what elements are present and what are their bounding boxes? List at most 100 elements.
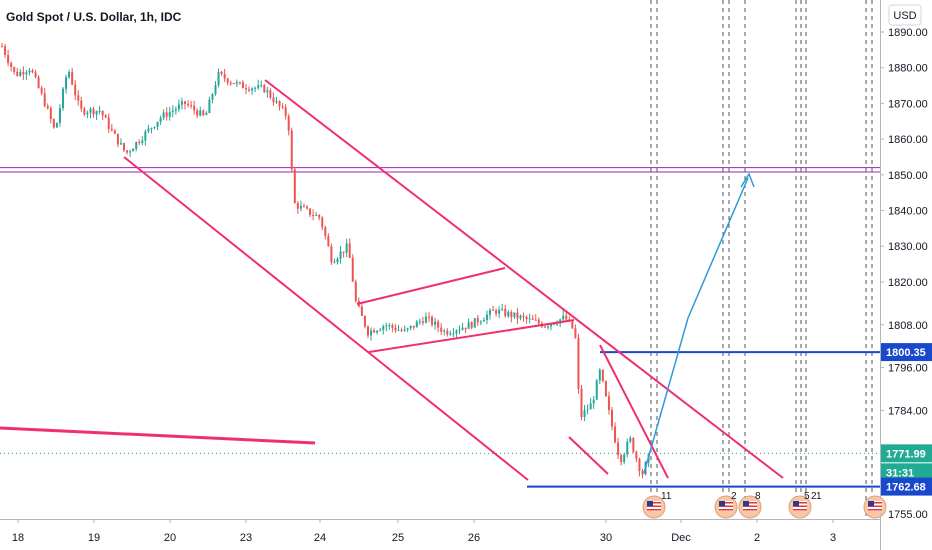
wedge-lower-line[interactable] bbox=[568, 436, 609, 475]
candle bbox=[141, 136, 144, 146]
candle bbox=[13, 66, 16, 75]
event-count-label: 2 bbox=[731, 491, 737, 502]
y-tick-label: 1784.00 bbox=[888, 405, 928, 417]
candle bbox=[577, 333, 580, 394]
candle bbox=[49, 105, 52, 124]
candle bbox=[421, 316, 424, 326]
candle bbox=[574, 324, 577, 339]
us-flag-event-icon[interactable] bbox=[738, 495, 762, 519]
us-flag-event-icon[interactable] bbox=[788, 495, 812, 519]
candle bbox=[461, 322, 464, 331]
channel-upper-line[interactable] bbox=[264, 79, 784, 479]
event-count-label: 8 bbox=[755, 491, 761, 502]
event-count-label: 11 bbox=[661, 491, 672, 502]
x-tick-label: 26 bbox=[468, 532, 480, 544]
us-flag-event-icon[interactable] bbox=[863, 495, 887, 519]
left-trendline[interactable] bbox=[0, 426, 316, 445]
x-tick-label: 2 bbox=[754, 532, 760, 544]
flag-upper-line[interactable] bbox=[356, 267, 506, 305]
candle bbox=[193, 100, 196, 115]
candle bbox=[391, 323, 394, 333]
candle bbox=[620, 454, 623, 466]
candle bbox=[104, 114, 107, 118]
candle bbox=[31, 68, 34, 74]
candle bbox=[306, 205, 308, 210]
us-flag-event-icon[interactable] bbox=[714, 495, 738, 519]
candle bbox=[507, 310, 510, 319]
candle bbox=[299, 200, 302, 212]
candle bbox=[101, 110, 104, 121]
candle bbox=[7, 49, 10, 67]
candle bbox=[52, 118, 55, 129]
candle bbox=[565, 311, 568, 321]
y-tick-label: 1880.00 bbox=[888, 63, 928, 75]
candle bbox=[113, 129, 116, 134]
candle bbox=[428, 312, 430, 323]
y-tick-label: 1808.00 bbox=[888, 320, 928, 332]
candle bbox=[611, 406, 613, 431]
candle bbox=[641, 468, 644, 479]
candle bbox=[302, 203, 305, 208]
currency-label: USD bbox=[893, 10, 916, 22]
candle bbox=[165, 107, 168, 121]
candle bbox=[522, 312, 525, 322]
candle bbox=[635, 450, 638, 463]
candle bbox=[281, 103, 284, 110]
currency-button[interactable]: USD bbox=[888, 4, 922, 26]
candle bbox=[28, 68, 31, 76]
candle bbox=[68, 69, 71, 79]
candle bbox=[135, 141, 138, 152]
candle bbox=[492, 305, 495, 311]
candle bbox=[376, 330, 379, 335]
candle bbox=[254, 86, 257, 93]
candle bbox=[543, 325, 546, 328]
x-tick-label: 20 bbox=[164, 532, 176, 544]
candle bbox=[446, 328, 449, 337]
candle bbox=[98, 105, 101, 115]
candle bbox=[43, 87, 46, 108]
candle bbox=[412, 325, 415, 330]
candle bbox=[107, 113, 110, 133]
candle bbox=[129, 149, 132, 157]
candle bbox=[293, 167, 296, 204]
chart-title: Gold Spot / U.S. Dollar, 1h, IDC bbox=[6, 10, 182, 24]
candle bbox=[71, 67, 74, 86]
projection-arrow-path[interactable] bbox=[643, 177, 749, 474]
candle bbox=[202, 109, 205, 117]
candle bbox=[431, 315, 434, 328]
trend-drawings[interactable] bbox=[0, 79, 784, 481]
x-tick-label: 3 bbox=[830, 532, 836, 544]
candle bbox=[257, 79, 260, 90]
candle bbox=[74, 80, 77, 101]
candle bbox=[415, 319, 418, 328]
candle bbox=[440, 323, 443, 336]
candle bbox=[251, 87, 254, 95]
candle bbox=[580, 385, 583, 421]
candle bbox=[223, 68, 226, 82]
candle bbox=[86, 110, 89, 119]
wedge-upper-line[interactable] bbox=[599, 344, 669, 479]
y-tick-label: 1755.00 bbox=[888, 509, 928, 521]
candle bbox=[476, 314, 479, 326]
candle bbox=[510, 310, 513, 323]
candle bbox=[232, 82, 235, 85]
y-tick-label: 1796.00 bbox=[888, 363, 928, 375]
candle bbox=[504, 305, 507, 318]
channel-lower-line[interactable] bbox=[123, 156, 529, 481]
candle bbox=[226, 77, 229, 86]
candle bbox=[266, 86, 269, 98]
candle bbox=[626, 438, 629, 458]
event-markers[interactable]: 11 2 8 5 2 1 bbox=[642, 491, 887, 519]
candle bbox=[458, 325, 461, 335]
candle bbox=[394, 324, 397, 333]
us-flag-event-icon[interactable] bbox=[642, 495, 666, 519]
candle bbox=[397, 324, 400, 332]
flag-lower-line[interactable] bbox=[368, 319, 575, 353]
candle bbox=[495, 308, 498, 317]
candle bbox=[604, 380, 607, 397]
candle bbox=[336, 257, 339, 265]
candle bbox=[388, 322, 391, 330]
candle bbox=[400, 327, 403, 332]
candle bbox=[284, 104, 287, 120]
